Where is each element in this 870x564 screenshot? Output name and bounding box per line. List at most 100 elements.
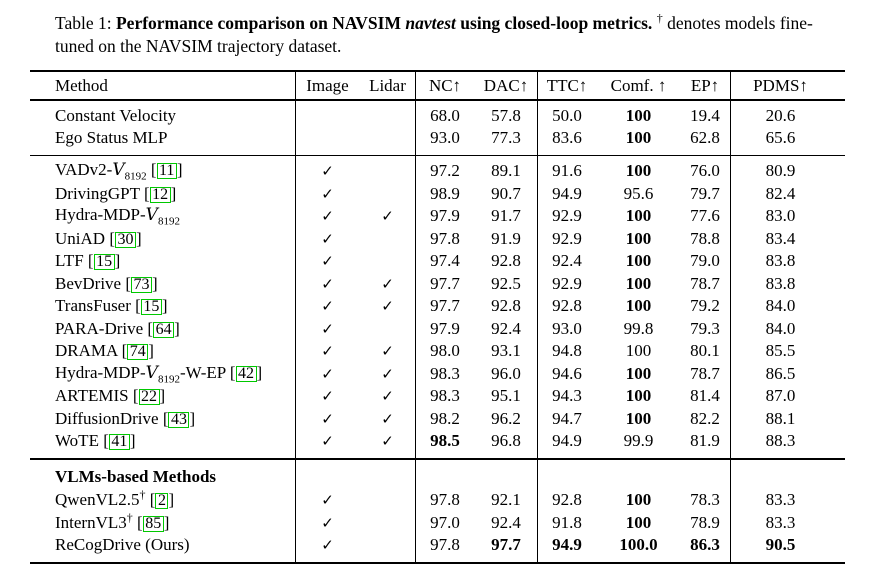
value-cell-dac: 97.7 (491, 535, 521, 555)
results-table: Method Image Lidar NC↑ DAC↑ TTC↑ Comf. ↑ EP↑ PDM… (30, 70, 845, 564)
value-cell-ep: 79.2 (690, 296, 720, 316)
value-cell-ep: 76.0 (690, 161, 720, 181)
value-cell-nc: 98.3 (430, 386, 460, 406)
method-name: Hydra-MDP-V8192 (55, 205, 180, 228)
value-cell-ttc: 94.9 (552, 431, 582, 451)
col-header-comf: Comf. ↑ (610, 75, 667, 95)
col-header-nc: NC↑ (428, 75, 462, 95)
citation-link[interactable]: 73 (131, 276, 153, 293)
citation-link[interactable]: 12 (149, 186, 171, 203)
citation-link[interactable]: 43 (168, 411, 190, 428)
method-name: InternVL3† [85] (55, 510, 170, 532)
value-cell-dac: 96.0 (491, 363, 521, 383)
citation-link[interactable]: 64 (153, 321, 175, 338)
value-cell-ep: 81.9 (690, 431, 720, 451)
value-cell-nc: 93.0 (430, 128, 460, 148)
section-label: VLMs-based Methods (55, 466, 217, 486)
lidar-check-cell: ✓ (381, 432, 394, 451)
value-cell-comf: 100.0 (619, 535, 658, 555)
lidar-check-cell: ✓ (381, 387, 394, 406)
value-cell-nc: 98.0 (430, 341, 460, 361)
value-cell-ttc: 91.8 (552, 512, 582, 532)
value-cell-comf: 100 (625, 408, 652, 428)
value-cell-comf: 100 (625, 490, 652, 510)
citation-link[interactable]: 74 (127, 344, 149, 361)
table-row: Hydra-MDP-V8192-W-EP [42] ✓ ✓ 98.3 96.0 94.6 1… (30, 363, 845, 386)
caption-bold-part2: using closed-loop metrics. (460, 13, 653, 33)
citation-link[interactable]: 2 (155, 493, 169, 510)
value-cell-nc: 98.2 (430, 408, 460, 428)
value-cell-pdms: 88.1 (765, 408, 796, 428)
citation-link[interactable]: 41 (108, 434, 130, 451)
value-cell-ep: 78.3 (690, 490, 720, 510)
value-cell-comf: 100 (625, 105, 652, 125)
col-header-lidar: Lidar (369, 75, 406, 95)
value-cell-ep: 78.9 (690, 512, 720, 532)
image-check-cell: ✓ (321, 162, 334, 181)
v-subscript: 8192 (157, 372, 180, 385)
col-header-dac: DAC↑ (483, 75, 529, 95)
image-check-cell: ✓ (321, 536, 334, 555)
column-divider (730, 72, 731, 562)
horizontal-rule (30, 154, 845, 156)
col-header-method: Method (55, 75, 108, 95)
caption-italic-word: navtest (405, 13, 456, 33)
value-cell-nc: 97.8 (430, 228, 460, 248)
horizontal-rule (30, 457, 845, 460)
table-section-2: VLMs-based Methods QwenVL2.5† [2] ✓ 97.8 92.… (30, 460, 845, 562)
value-cell-ep: 86.3 (690, 535, 720, 555)
value-cell-pdms: 90.5 (765, 535, 796, 555)
table-row: InternVL3† [85] ✓ 97.0 92.4 91.8 100 78.9 83.3 (30, 510, 845, 535)
table-row: ReCogDrive (Ours) ✓ 97.8 97.7 94.9 100.0 86.3 9… (30, 534, 845, 557)
table-section-0: Constant Velocity 68.0 57.8 50.0 100 19.4 20.6… (30, 101, 845, 155)
citation-link[interactable]: 15 (140, 299, 162, 316)
value-cell-comf: 100 (625, 228, 652, 248)
col-header-pdms: PDMS↑ (753, 75, 808, 95)
value-cell-pdms: 83.4 (765, 228, 796, 248)
citation-link[interactable]: 85 (142, 515, 164, 532)
value-cell-pdms: 83.8 (765, 273, 796, 293)
method-name: Constant Velocity (55, 105, 177, 125)
method-name: ARTEMIS [22] (55, 386, 166, 406)
value-cell-ep: 77.6 (690, 206, 720, 226)
value-cell-ep: 82.2 (690, 408, 720, 428)
lidar-check-cell: ✓ (381, 342, 394, 361)
value-cell-dac: 93.1 (491, 341, 521, 361)
value-cell-comf: 100 (625, 386, 652, 406)
table-row: PARA-Drive [64] ✓ 97.9 92.4 93.0 99.8 79.3 84.0 (30, 318, 845, 341)
value-cell-nc: 98.5 (430, 431, 460, 451)
value-cell-pdms: 80.9 (765, 161, 796, 181)
value-cell-pdms: 83.0 (765, 206, 796, 226)
column-divider (295, 72, 296, 562)
table-row: DRAMA [74] ✓ ✓ 98.0 93.1 94.8 100 80.1 85.5 (30, 340, 845, 363)
citation-link[interactable]: 11 (156, 163, 177, 180)
method-name: DRAMA [74] (55, 341, 154, 361)
value-cell-nc: 97.7 (430, 296, 460, 316)
method-name: LTF [15] (55, 251, 121, 271)
value-cell-dac: 91.7 (491, 206, 521, 226)
value-cell-ttc: 94.7 (552, 408, 582, 428)
lidar-check-cell: ✓ (381, 364, 394, 383)
value-cell-nc: 97.7 (430, 273, 460, 293)
image-check-cell: ✓ (321, 252, 334, 271)
citation-link[interactable]: 30 (114, 231, 136, 248)
method-name: BevDrive [73] (55, 273, 158, 293)
caption-label: Table 1: (55, 13, 112, 33)
value-cell-dac: 92.1 (491, 490, 521, 510)
citation-link[interactable]: 22 (138, 389, 160, 406)
script-v-symbol: V (145, 205, 158, 226)
caption-bold-text: Performance comparison on NAVSIM navtest… (116, 13, 652, 33)
value-cell-pdms: 84.0 (765, 318, 796, 338)
image-check-cell: ✓ (321, 364, 334, 383)
image-check-cell: ✓ (321, 432, 334, 451)
value-cell-ep: 79.3 (690, 318, 720, 338)
table-row: VADv2-V8192 [11] ✓ 97.2 89.1 91.6 100 76.0 80.9 (30, 160, 845, 183)
citation-link[interactable]: 15 (93, 254, 115, 271)
value-cell-ttc: 92.9 (552, 206, 582, 226)
value-cell-comf: 99.9 (623, 431, 654, 451)
citation-link[interactable]: 42 (235, 365, 257, 382)
method-name: Hydra-MDP-V8192-W-EP [42] (55, 362, 263, 385)
table-row: UniAD [30] ✓ 97.8 91.9 92.9 100 78.8 83.4 (30, 228, 845, 251)
caption-bold-part1: Performance comparison on NAVSIM (115, 13, 401, 33)
